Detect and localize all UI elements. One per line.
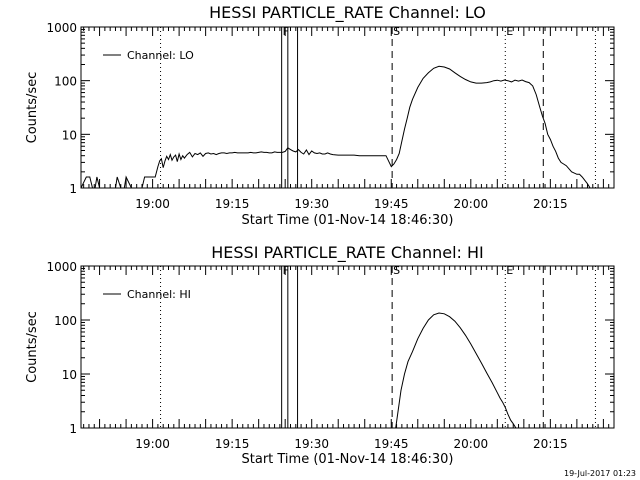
marker-label-F: F bbox=[283, 25, 289, 38]
x-tick-label: 20:15 bbox=[533, 437, 568, 451]
x-tick-label: 20:00 bbox=[454, 437, 489, 451]
x-tick-label: 19:30 bbox=[294, 437, 329, 451]
plot-frame bbox=[80, 265, 615, 429]
marker-label-S: S bbox=[393, 25, 400, 38]
y-axis-label: Counts/sec bbox=[25, 311, 40, 383]
y-axis-label: Counts/sec bbox=[25, 72, 40, 144]
marker-label-E: E bbox=[506, 264, 513, 277]
y-tick-label: 1 bbox=[69, 422, 77, 436]
x-tick-label: 19:15 bbox=[215, 197, 250, 211]
x-tick-label: 19:00 bbox=[135, 197, 170, 211]
x-tick-label: 19:00 bbox=[135, 437, 170, 451]
marker-label-S: S bbox=[393, 264, 400, 277]
x-axis-label: Start Time (01-Nov-14 18:46:30) bbox=[242, 213, 454, 228]
y-tick-label: 100 bbox=[54, 75, 77, 89]
legend-label: Channel: LO bbox=[127, 49, 194, 62]
y-tick-label: 1000 bbox=[46, 21, 77, 35]
y-tick-label: 1 bbox=[69, 182, 77, 196]
x-tick-label: 20:15 bbox=[533, 197, 568, 211]
y-tick-label: 1000 bbox=[46, 260, 77, 274]
x-tick-label: 19:15 bbox=[215, 437, 250, 451]
marker-label-E: E bbox=[506, 25, 513, 38]
x-tick-label: 19:45 bbox=[374, 437, 409, 451]
plot-frame bbox=[80, 26, 615, 189]
y-tick-label: 10 bbox=[62, 128, 77, 142]
y-tick-label: 100 bbox=[54, 314, 77, 328]
x-tick-label: 19:30 bbox=[294, 197, 329, 211]
marker-label-F: F bbox=[283, 264, 289, 277]
series-line bbox=[81, 65, 591, 188]
x-tick-label: 19:45 bbox=[374, 197, 409, 211]
chart-title: HESSI PARTICLE_RATE Channel: LO bbox=[209, 3, 486, 23]
panel-hi: HESSI PARTICLE_RATE Channel: HI 1 10 100 100… bbox=[25, 243, 615, 467]
x-tick-label: 20:00 bbox=[454, 197, 489, 211]
timestamp-label: 19-Jul-2017 01:23 bbox=[564, 469, 636, 478]
legend-label: Channel: HI bbox=[127, 288, 191, 301]
series-line bbox=[395, 312, 517, 428]
chart-title: HESSI PARTICLE_RATE Channel: HI bbox=[211, 243, 484, 263]
y-tick-label: 10 bbox=[62, 368, 77, 382]
panel-lo: HESSI PARTICLE_RATE Channel: LO 1 10 100 100… bbox=[25, 3, 615, 228]
x-axis-label: Start Time (01-Nov-14 18:46:30) bbox=[242, 452, 454, 467]
